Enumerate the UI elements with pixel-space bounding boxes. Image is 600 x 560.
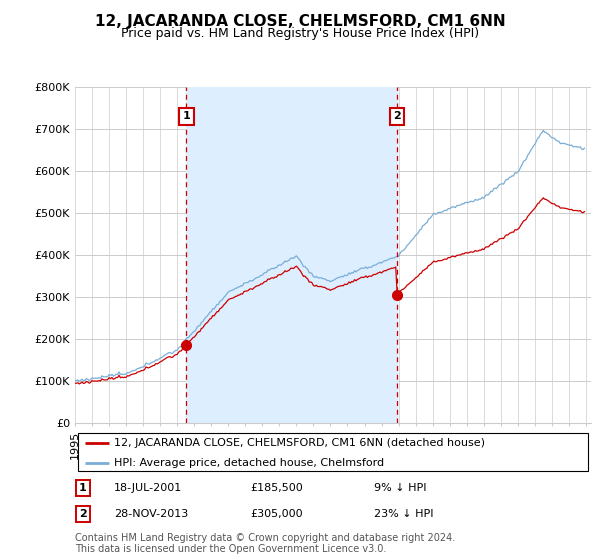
Text: 23% ↓ HPI: 23% ↓ HPI <box>374 509 434 519</box>
Text: 18-JUL-2001: 18-JUL-2001 <box>114 483 182 493</box>
Text: 9% ↓ HPI: 9% ↓ HPI <box>374 483 427 493</box>
Text: 28-NOV-2013: 28-NOV-2013 <box>114 509 188 519</box>
Text: 12, JACARANDA CLOSE, CHELMSFORD, CM1 6NN: 12, JACARANDA CLOSE, CHELMSFORD, CM1 6NN <box>95 14 505 29</box>
Text: 12, JACARANDA CLOSE, CHELMSFORD, CM1 6NN (detached house): 12, JACARANDA CLOSE, CHELMSFORD, CM1 6NN… <box>114 438 485 448</box>
FancyBboxPatch shape <box>77 433 589 471</box>
Text: 2: 2 <box>393 111 401 121</box>
Text: Contains HM Land Registry data © Crown copyright and database right 2024.
This d: Contains HM Land Registry data © Crown c… <box>75 533 455 554</box>
Bar <box>187 87 397 423</box>
Text: HPI: Average price, detached house, Chelmsford: HPI: Average price, detached house, Chel… <box>114 458 384 468</box>
Text: £305,000: £305,000 <box>250 509 303 519</box>
Text: £185,500: £185,500 <box>250 483 303 493</box>
Text: Price paid vs. HM Land Registry's House Price Index (HPI): Price paid vs. HM Land Registry's House … <box>121 27 479 40</box>
Text: 2: 2 <box>79 509 86 519</box>
Text: 1: 1 <box>182 111 190 121</box>
Text: 1: 1 <box>79 483 86 493</box>
